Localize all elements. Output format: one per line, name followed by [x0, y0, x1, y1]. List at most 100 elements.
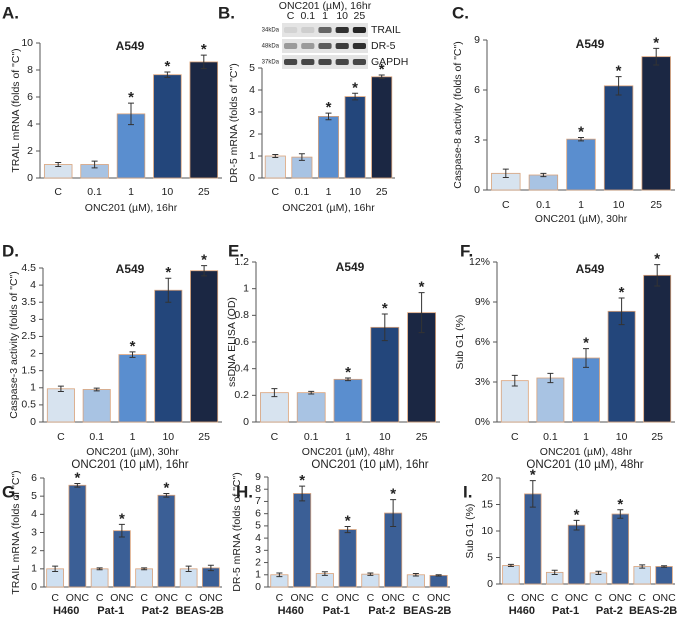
- bar: [344, 96, 366, 179]
- y-tick-label: 0: [255, 581, 261, 593]
- blot-band: [284, 59, 298, 65]
- y-tick-label: 0: [474, 184, 480, 196]
- error-bar: [141, 567, 148, 571]
- bar: [429, 574, 448, 588]
- panel-letter: B.: [218, 3, 235, 22]
- error-bar: [412, 573, 419, 577]
- y-tick-label: 9%: [475, 296, 490, 308]
- bar: [68, 484, 87, 588]
- y-tick-label: 1: [255, 569, 261, 581]
- error-bar: [547, 372, 554, 384]
- error-bar: [573, 519, 580, 531]
- y-tick-label: 0.5: [21, 399, 36, 411]
- error-bar: [654, 264, 661, 287]
- error-bar: [128, 102, 134, 126]
- bar: [189, 61, 219, 179]
- x-tick-label: C: [276, 592, 284, 604]
- x-tick-label: C: [412, 592, 420, 604]
- panel-letter: F.: [460, 241, 473, 260]
- significance-mark: *: [619, 284, 625, 301]
- bar: [536, 377, 565, 423]
- bar: [500, 380, 529, 423]
- bar: [264, 155, 286, 179]
- y-axis-label: TRAIL mRNA (folds of "C"): [10, 48, 22, 172]
- error-bar: [578, 137, 584, 142]
- y-tick-label: 5: [487, 551, 493, 563]
- y-tick-label: 2: [30, 347, 36, 359]
- error-bar: [91, 160, 98, 169]
- blot-lane: 0.1: [300, 10, 315, 22]
- bar: [502, 565, 520, 585]
- bar: [296, 392, 326, 423]
- y-tick-label: 2: [255, 556, 261, 568]
- blot-band: [318, 43, 332, 49]
- y-tick-label: 0: [487, 578, 493, 590]
- bar: [655, 566, 673, 585]
- error-bar: [390, 499, 397, 527]
- x-tick-label: ONC: [66, 592, 90, 604]
- blot-lane: 10: [336, 10, 348, 22]
- error-bar: [661, 565, 668, 568]
- error-bar: [540, 172, 547, 178]
- y-axis-label: DR-5 mRNA (folds of "C"): [231, 472, 243, 591]
- bar: [566, 138, 596, 191]
- x-tick-label: 0.1: [304, 431, 319, 443]
- y-tick-label: 0.6: [234, 336, 249, 348]
- x-tick-label: C: [272, 186, 280, 198]
- x-tick-label: C: [54, 186, 62, 198]
- y-tick-label: 6%: [475, 336, 490, 348]
- y-tick-label: 0.4: [234, 362, 249, 374]
- significance-mark: *: [352, 79, 358, 96]
- error-bar: [52, 565, 59, 573]
- blot-band: [352, 59, 366, 65]
- significance-mark: *: [574, 506, 580, 523]
- blot-marker: 37kDa: [262, 60, 280, 66]
- y-tick-label: 5: [31, 490, 37, 502]
- bar: [643, 274, 672, 423]
- panel-letter: A.: [2, 3, 19, 22]
- y-tick-label: 6: [31, 472, 37, 484]
- blot-band: [352, 27, 366, 33]
- y-tick-label: 3: [30, 313, 36, 325]
- x-tick-label: 25: [198, 431, 210, 443]
- blot-band: [352, 43, 366, 49]
- significance-mark: *: [165, 264, 171, 281]
- error-bar: [381, 313, 388, 342]
- y-tick-label: 1: [31, 563, 37, 575]
- error-bar: [272, 153, 279, 159]
- bar: [154, 289, 183, 423]
- significance-mark: *: [201, 41, 207, 58]
- x-tick-label: C: [507, 592, 515, 604]
- error-bar: [57, 385, 64, 393]
- y-tick-label: 8: [255, 483, 261, 495]
- significance-mark: *: [419, 279, 425, 296]
- error-bar: [163, 492, 170, 498]
- group-label: Pat-2: [142, 605, 169, 617]
- error-bar: [129, 351, 136, 358]
- error-bar: [165, 277, 172, 303]
- blot-band: [335, 59, 349, 65]
- group-label: Pat-2: [368, 605, 395, 617]
- chart-title: A549: [576, 262, 605, 276]
- y-tick-label: 3: [255, 544, 261, 556]
- x-tick-label: 25: [376, 186, 388, 198]
- y-tick-label: 1: [243, 282, 249, 294]
- y-tick-label: 6: [255, 507, 261, 519]
- error-bar: [298, 153, 305, 161]
- group-label: H460: [53, 605, 79, 617]
- blot-band: [335, 43, 349, 49]
- x-axis-label: ONC201 (µM), 16hr: [85, 202, 178, 214]
- blot-lane: 1: [322, 10, 328, 22]
- panel-letter: G.: [2, 482, 20, 501]
- significance-mark: *: [345, 364, 351, 381]
- bar: [317, 116, 340, 179]
- error-bar: [118, 523, 125, 538]
- bar: [82, 389, 111, 423]
- error-bar: [164, 71, 171, 78]
- y-tick-label: 5: [249, 62, 255, 74]
- y-axis-label: Caspase-3 activity (folds of "C"): [8, 271, 20, 419]
- chart-title: A549: [576, 37, 605, 51]
- x-tick-label: C: [511, 431, 519, 443]
- y-tick-label: 0: [27, 172, 33, 184]
